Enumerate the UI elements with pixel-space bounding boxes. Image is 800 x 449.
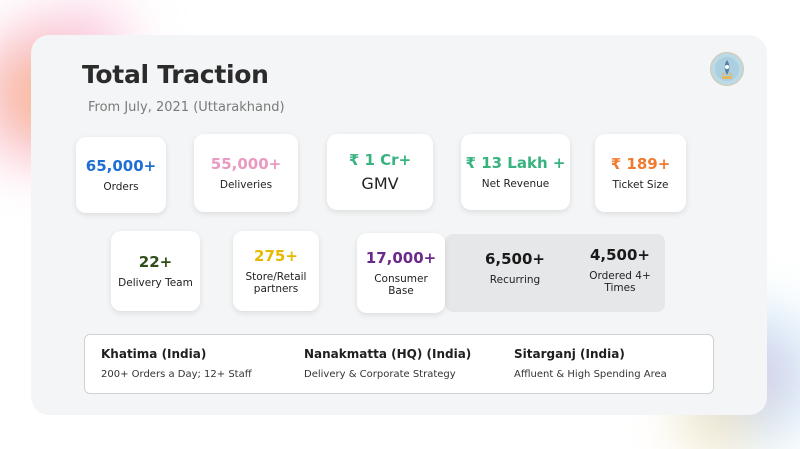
location-khatima: Khatima (India) 200+ Orders a Day; 12+ S… (101, 347, 252, 380)
stat-label: GMV (361, 173, 399, 193)
rocket-icon (715, 57, 739, 81)
stat-value: 22+ (138, 252, 173, 271)
stat-value: 17,000+ (365, 248, 437, 267)
stat-value: 65,000+ (85, 156, 157, 175)
stat-card-net-revenue: ₹ 13 Lakh + Net Revenue (461, 134, 570, 210)
brand-logo-icon (710, 52, 744, 86)
stat-value: ₹ 13 Lakh + (465, 153, 566, 172)
stat-value: ₹ 189+ (610, 154, 671, 173)
locations-panel: Khatima (India) 200+ Orders a Day; 12+ S… (84, 334, 714, 394)
stat-ordered-4-times: 4,500+ Ordered 4+ Times (580, 246, 660, 294)
stat-label: Ticket Size (612, 178, 669, 191)
stat-label: Consumer Base (374, 272, 428, 297)
stat-label: Store/Retail partners (245, 270, 307, 295)
location-description: Affluent & High Spending Area (514, 369, 667, 380)
location-description: Delivery & Corporate Strategy (304, 369, 456, 380)
stat-card-ticket-size: ₹ 189+ Ticket Size (595, 134, 686, 212)
stat-card-delivery-team: 22+ Delivery Team (111, 231, 200, 311)
stat-value: 275+ (254, 246, 298, 265)
location-sitarganj: Sitarganj (India) Affluent & High Spendi… (514, 347, 667, 380)
page-subtitle: From July, 2021 (Uttarakhand) (88, 100, 285, 115)
location-name: Khatima (India) (101, 347, 207, 361)
stat-recurring: 6,500+ Recurring (475, 250, 555, 286)
stat-label: Recurring (489, 274, 541, 286)
stat-label: Net Revenue (481, 177, 550, 190)
stat-value: 55,000+ (210, 154, 282, 173)
location-description: 200+ Orders a Day; 12+ Staff (101, 369, 252, 380)
stat-card-orders: 65,000+ Orders (76, 137, 166, 213)
stat-value: 6,500+ (484, 250, 545, 268)
location-nanakmatta: Nanakmatta (HQ) (India) Delivery & Corpo… (304, 347, 471, 380)
stat-card-consumer-base: 17,000+ Consumer Base (357, 233, 445, 313)
stat-value: 4,500+ (589, 246, 650, 264)
stat-label: Ordered 4+ Times (589, 270, 651, 295)
stat-card-store-partners: 275+ Store/Retail partners (233, 231, 319, 311)
page-title: Total Traction (82, 60, 269, 89)
stat-label: Deliveries (219, 178, 273, 191)
stat-card-gmv: ₹ 1 Cr+ GMV (327, 134, 433, 210)
stat-card-deliveries: 55,000+ Deliveries (194, 134, 298, 212)
stat-label: Orders (103, 180, 139, 193)
location-name: Nanakmatta (HQ) (India) (304, 347, 472, 361)
stat-label: Delivery Team (118, 276, 193, 289)
consumer-breakdown-panel (445, 234, 665, 312)
location-name: Sitarganj (India) (514, 347, 625, 361)
stat-value: ₹ 1 Cr+ (348, 150, 412, 169)
